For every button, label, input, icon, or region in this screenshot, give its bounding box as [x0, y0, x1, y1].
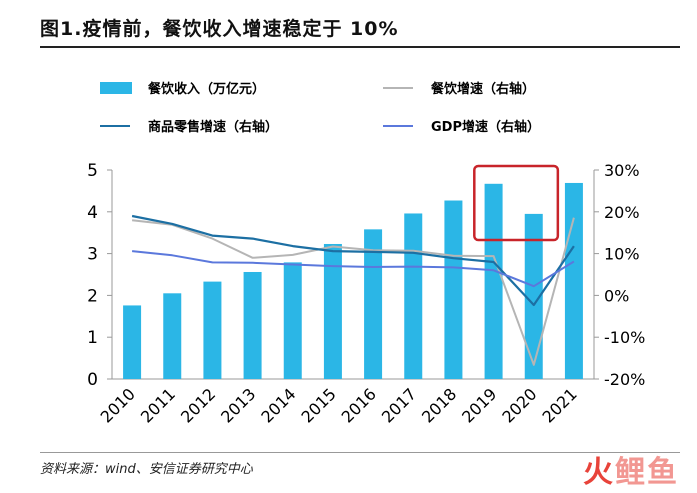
- left-tick-label: 4: [87, 203, 98, 223]
- axes: 0 1 2 3 4 5 -20% -10% 0% 10% 20% 30%: [87, 161, 645, 390]
- legend-label-retail-growth: 商品零售增速（右轴）: [148, 119, 278, 135]
- highlight-box: [473, 164, 560, 242]
- x-tick-label: 2019: [458, 384, 500, 426]
- right-tick-label: 10%: [604, 245, 640, 264]
- left-tick-label: 0: [87, 370, 98, 390]
- bar-2010: [123, 305, 142, 379]
- series-line-0: [131, 217, 575, 366]
- x-tick-label: 2017: [378, 384, 420, 426]
- x-tick-label: 2012: [177, 384, 219, 426]
- logo-char-1: 火: [583, 455, 615, 490]
- bar-2018: [444, 200, 463, 379]
- line-series: [131, 214, 575, 366]
- highlight-layer: [473, 164, 560, 242]
- x-tick-label: 2020: [498, 384, 540, 426]
- left-tick-label: 5: [87, 161, 98, 181]
- bar-2017: [404, 213, 423, 379]
- x-tick-label: 2015: [298, 384, 340, 426]
- bar-2014: [283, 262, 302, 379]
- bar-2011: [163, 293, 182, 379]
- right-tick-label: 30%: [604, 161, 640, 180]
- chart-title: 图1.疫情前，餐饮收入增速稳定于 10%: [40, 18, 399, 40]
- logo-char-3: 鱼: [647, 455, 679, 490]
- source-divider: [40, 452, 680, 453]
- legend: 餐饮收入（万亿元） 餐饮增速（右轴） 商品零售增速（右轴） GDP增速（右轴）: [100, 81, 540, 135]
- bar-2020: [524, 213, 543, 379]
- x-tick-label: 2018: [418, 384, 460, 426]
- chart-canvas: 餐饮收入（万亿元） 餐饮增速（右轴） 商品零售增速（右轴） GDP增速（右轴） …: [87, 81, 645, 427]
- x-tick-label: 2021: [539, 384, 581, 426]
- bar-series: [123, 182, 583, 379]
- legend-label-dining-growth: 餐饮增速（右轴）: [430, 81, 535, 97]
- x-tick-labels: 2010201120122013201420152016201720182019…: [97, 384, 581, 426]
- right-tick-label: 0%: [604, 286, 629, 305]
- bar-2012: [203, 281, 222, 379]
- logo-char-2: 鲤: [615, 455, 647, 490]
- source-note: 资料来源：wind、安信证券研究中心: [40, 462, 253, 477]
- left-tick-label: 3: [87, 245, 98, 265]
- bar-2019: [484, 183, 503, 379]
- bar-2013: [243, 271, 262, 379]
- right-tick-label: -10%: [604, 328, 645, 347]
- x-tick-label: 2011: [137, 384, 179, 426]
- legend-label-gdp-growth: GDP增速（右轴）: [431, 119, 540, 135]
- right-tick-label: -20%: [604, 370, 645, 389]
- legend-label-bars: 餐饮收入（万亿元）: [147, 81, 265, 97]
- title-divider: [40, 46, 680, 48]
- legend-swatch-bars: [100, 82, 132, 94]
- x-tick-label: 2013: [217, 384, 259, 426]
- x-tick-label: 2014: [257, 384, 299, 426]
- x-tick-label: 2016: [338, 384, 380, 426]
- bar-2015: [323, 243, 342, 379]
- series-line-2: [131, 250, 575, 288]
- left-tick-label: 2: [87, 286, 98, 306]
- x-tick-label: 2010: [97, 384, 139, 426]
- right-tick-label: 20%: [604, 203, 640, 222]
- left-tick-label: 1: [87, 328, 98, 348]
- bar-2021: [564, 182, 583, 379]
- series-line-1: [131, 214, 575, 307]
- watermark-logo: 火鲤鱼: [583, 447, 679, 491]
